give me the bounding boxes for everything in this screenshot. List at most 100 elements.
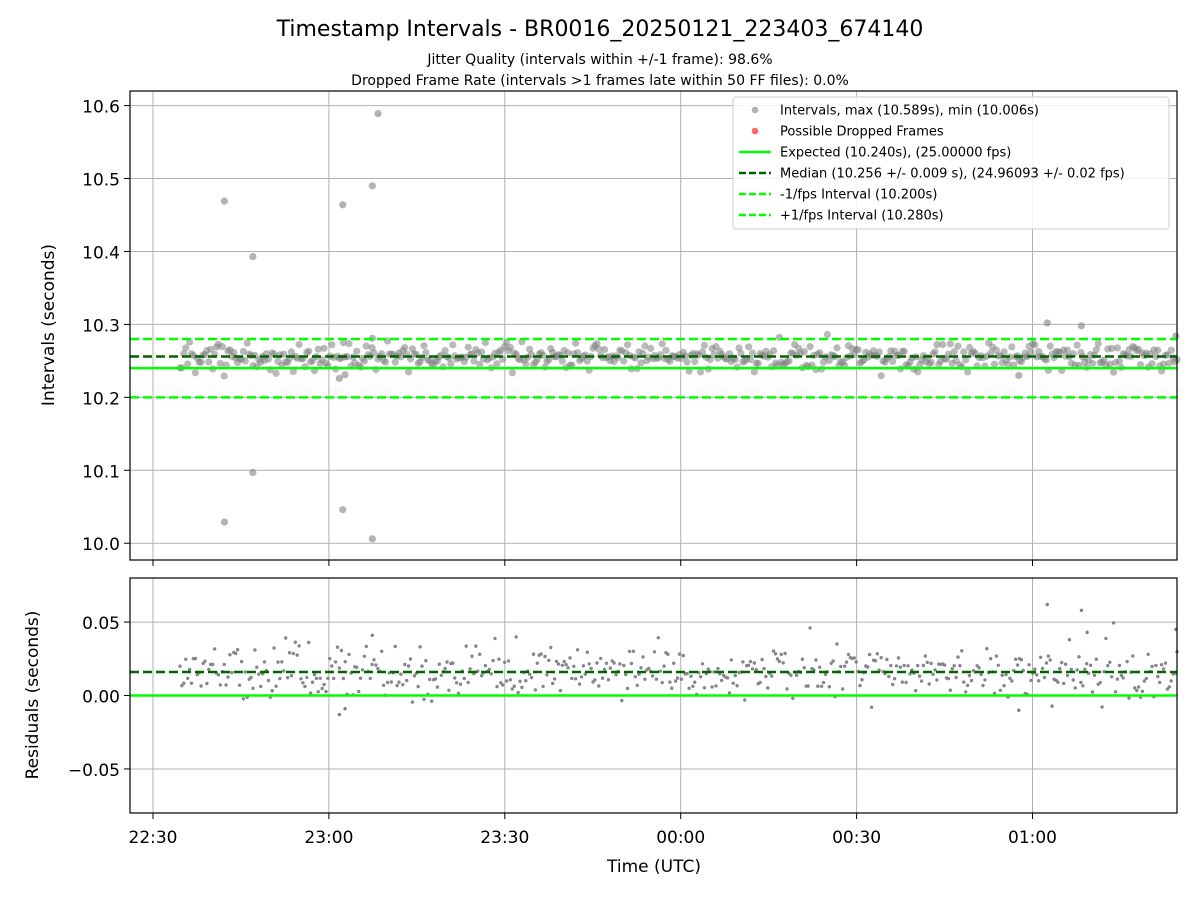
interval-point (412, 674, 417, 678)
interval-outlier-point (339, 201, 347, 209)
interval-point (272, 646, 276, 650)
interval-point (355, 665, 359, 669)
interval-point (287, 651, 292, 655)
interval-point (1046, 654, 1051, 658)
interval-point (950, 348, 958, 356)
interval-point (935, 678, 939, 682)
interval-point (735, 684, 739, 688)
interval-point (889, 663, 893, 668)
interval-point (800, 657, 805, 661)
interval-point (1131, 654, 1135, 658)
interval-point (241, 357, 249, 365)
interval-point (754, 359, 762, 367)
legend-box (732, 96, 1170, 230)
interval-point (339, 339, 347, 347)
interval-outlier-point (1077, 322, 1085, 330)
interval-point (839, 664, 843, 669)
interval-point (885, 657, 889, 662)
interval-point (1065, 673, 1070, 678)
interval-point (552, 677, 557, 681)
y-tick-label: 10.3 (82, 316, 120, 336)
interval-point (877, 372, 885, 380)
interval-point (939, 340, 947, 349)
interval-point (1000, 348, 1008, 356)
interval-point (823, 672, 828, 677)
interval-point (691, 684, 695, 688)
interval-point (746, 663, 751, 667)
interval-point (1136, 685, 1141, 689)
interval-point (794, 673, 799, 677)
interval-point (629, 661, 634, 666)
y-tick-label: 10.5 (82, 171, 120, 191)
interval-point (289, 674, 294, 678)
interval-point (235, 648, 240, 652)
interval-point (658, 340, 666, 348)
interval-point (372, 658, 376, 662)
interval-point (764, 674, 768, 679)
interval-point (785, 687, 789, 691)
interval-point (917, 674, 922, 678)
interval-outlier-point (220, 518, 228, 526)
interval-point (620, 357, 628, 365)
interval-point (558, 357, 566, 365)
interval-point (743, 698, 747, 702)
interval-point (1167, 346, 1175, 354)
interval-point (672, 661, 676, 665)
interval-point (560, 663, 564, 667)
interval-point (614, 673, 618, 677)
interval-point (854, 660, 858, 664)
x-tick-label: 23:30 (480, 828, 529, 848)
y-tick-label: 10.2 (82, 389, 120, 409)
interval-point (285, 676, 290, 680)
interval-outlier-point (335, 374, 343, 382)
interval-point (556, 662, 561, 666)
y-tick-label: 10.1 (82, 462, 120, 482)
interval-point (343, 660, 347, 664)
x-tick-label: 23:00 (304, 828, 353, 848)
interval-point (689, 674, 693, 678)
interval-point (499, 681, 503, 685)
interval-point (1004, 672, 1008, 677)
interval-point (1042, 675, 1047, 680)
interval-point (597, 684, 601, 688)
interval-point (942, 663, 947, 667)
interval-point (470, 357, 478, 365)
interval-point (1113, 690, 1118, 694)
interval-point (639, 666, 643, 670)
interval-point (551, 681, 555, 686)
interval-point (969, 678, 974, 683)
interval-point (211, 662, 215, 667)
interval-point (362, 654, 367, 658)
interval-point (770, 347, 778, 355)
interval-point (529, 675, 534, 680)
interval-point (391, 358, 399, 366)
interval-point (633, 675, 637, 679)
interval-point (1015, 663, 1020, 667)
interval-point (347, 652, 351, 657)
interval-point (453, 676, 457, 680)
interval-point (549, 645, 553, 650)
interval-point (224, 683, 228, 687)
interval-point (771, 649, 776, 653)
interval-point (687, 686, 691, 690)
y-tick-label: 0.05 (82, 614, 120, 634)
interval-point (466, 680, 470, 685)
interval-point (641, 342, 649, 350)
interval-point (1111, 621, 1116, 625)
interval-point (819, 684, 824, 688)
interval-point (572, 664, 576, 668)
interval-point (577, 682, 582, 686)
interval-point (852, 656, 856, 660)
interval-point (916, 663, 920, 668)
interval-outlier-point (1043, 319, 1051, 327)
interval-point (1048, 658, 1052, 662)
interval-point (641, 655, 645, 659)
interval-point (727, 691, 732, 695)
interval-point (1000, 673, 1004, 677)
interval-point (785, 357, 793, 365)
interval-point (962, 356, 970, 364)
interval-point (458, 682, 463, 686)
interval-point (1067, 638, 1072, 642)
interval-point (310, 680, 315, 684)
interval-point (946, 676, 951, 681)
